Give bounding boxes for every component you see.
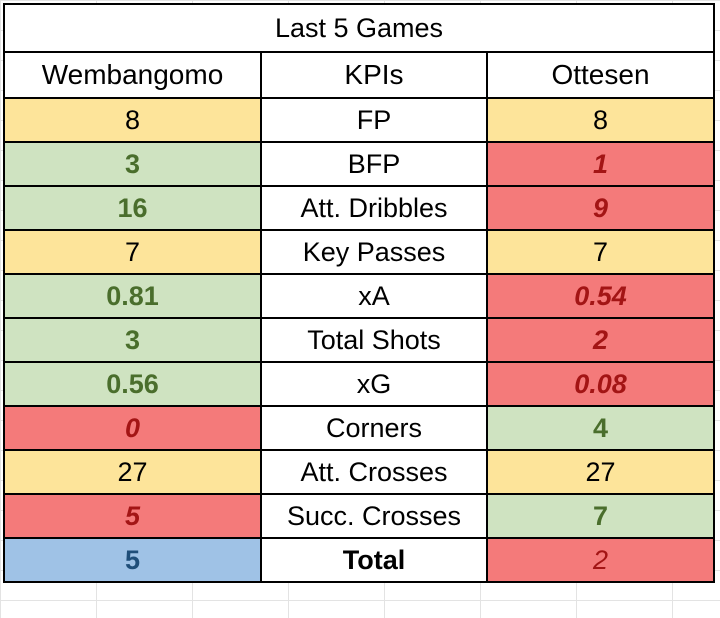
cell-kpi-label[interactable]: Corners	[260, 405, 488, 451]
cell-right-value[interactable]: 8	[485, 97, 716, 143]
table-row: 5 Succ. Crosses 7	[3, 493, 716, 539]
total-right-value[interactable]: 2	[485, 537, 716, 583]
cell-left-value[interactable]: 3	[3, 141, 262, 187]
cell-kpi-label[interactable]: xG	[260, 361, 488, 407]
cell-left-value[interactable]: 16	[3, 185, 262, 231]
table-row: 8 FP 8	[3, 97, 716, 143]
header-player-left[interactable]: Wembangomo	[3, 51, 262, 99]
header-row: Wembangomo KPIs Ottesen	[3, 51, 716, 99]
cell-right-value[interactable]: 4	[485, 405, 716, 451]
cell-right-value[interactable]: 7	[485, 229, 716, 275]
table-row: 0.56 xG 0.08	[3, 361, 716, 407]
cell-kpi-label[interactable]: BFP	[260, 141, 488, 187]
cell-left-value[interactable]: 3	[3, 317, 262, 363]
total-label[interactable]: Total	[260, 537, 488, 583]
cell-right-value[interactable]: 27	[485, 449, 716, 495]
cell-left-value[interactable]: 0.81	[3, 273, 262, 319]
table-row: 0 Corners 4	[3, 405, 716, 451]
cell-left-value[interactable]: 8	[3, 97, 262, 143]
cell-left-value[interactable]: 7	[3, 229, 262, 275]
cell-right-value[interactable]: 1	[485, 141, 716, 187]
cell-left-value[interactable]: 5	[3, 493, 262, 539]
cell-left-value[interactable]: 27	[3, 449, 262, 495]
total-row: 5 Total 2	[3, 537, 716, 583]
cell-right-value[interactable]: 2	[485, 317, 716, 363]
title-row: Last 5 Games	[2, 3, 716, 53]
cell-kpi-label[interactable]: xA	[260, 273, 488, 319]
cell-kpi-label[interactable]: Key Passes	[260, 229, 488, 275]
table-row: 16 Att. Dribbles 9	[3, 185, 716, 231]
table-title[interactable]: Last 5 Games	[2, 3, 716, 53]
table-row: 3 BFP 1	[3, 141, 716, 187]
cell-right-value[interactable]: 0.08	[485, 361, 716, 407]
total-left-value[interactable]: 5	[3, 537, 262, 583]
cell-kpi-label[interactable]: Att. Dribbles	[260, 185, 488, 231]
header-kpis[interactable]: KPIs	[260, 51, 488, 99]
cell-right-value[interactable]: 7	[485, 493, 716, 539]
cell-kpi-label[interactable]: Att. Crosses	[260, 449, 488, 495]
cell-kpi-label[interactable]: Total Shots	[260, 317, 488, 363]
kpi-comparison-table: Last 5 Games Wembangomo KPIs Ottesen 8 F…	[2, 3, 716, 583]
cell-right-value[interactable]: 0.54	[485, 273, 716, 319]
cell-kpi-label[interactable]: FP	[260, 97, 488, 143]
cell-left-value[interactable]: 0	[3, 405, 262, 451]
table-row: 7 Key Passes 7	[3, 229, 716, 275]
table-row: 3 Total Shots 2	[3, 317, 716, 363]
cell-right-value[interactable]: 9	[485, 185, 716, 231]
header-player-right[interactable]: Ottesen	[485, 51, 716, 99]
cell-left-value[interactable]: 0.56	[3, 361, 262, 407]
table-row: 0.81 xA 0.54	[3, 273, 716, 319]
table-row: 27 Att. Crosses 27	[3, 449, 716, 495]
cell-kpi-label[interactable]: Succ. Crosses	[260, 493, 488, 539]
